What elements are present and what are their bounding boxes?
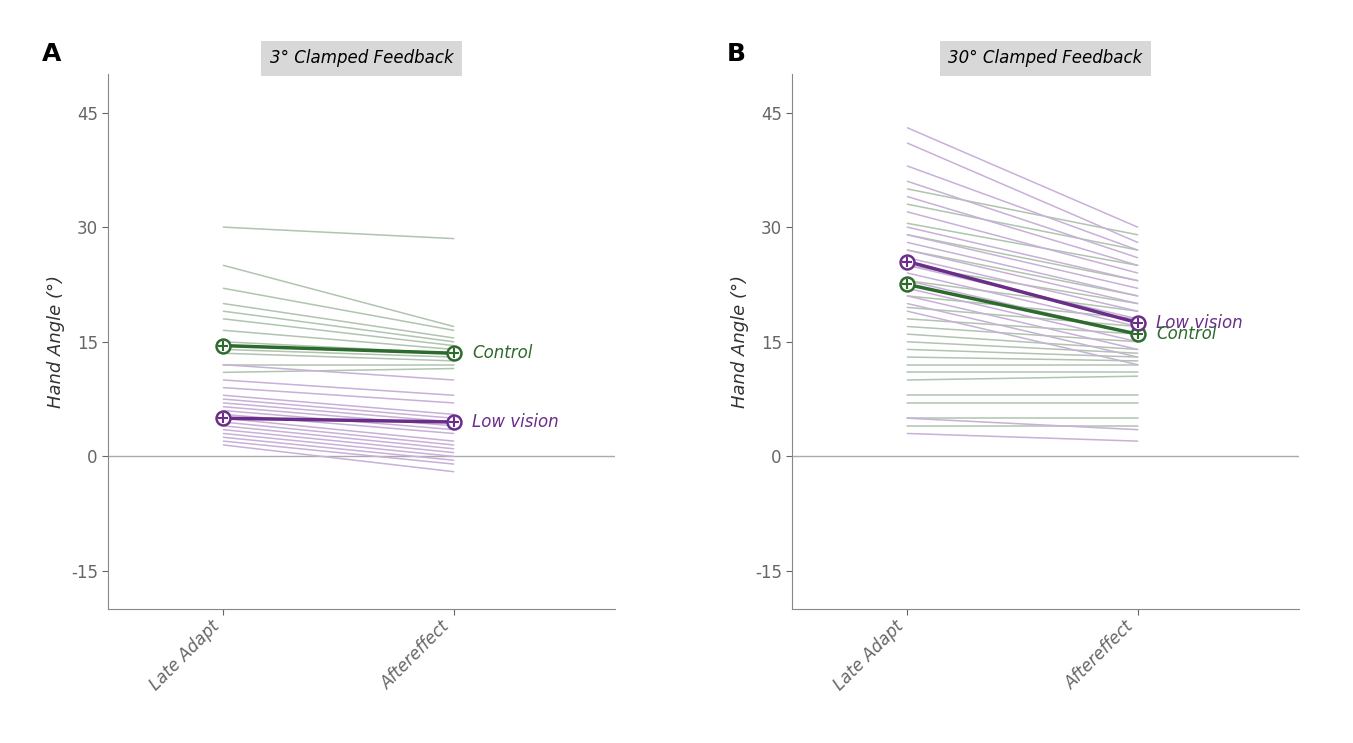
Text: Low vision: Low vision (1155, 314, 1242, 331)
Title: 30° Clamped Feedback: 30° Clamped Feedback (948, 49, 1143, 67)
Text: Control: Control (1155, 325, 1216, 343)
Text: B: B (727, 42, 746, 66)
Text: Control: Control (472, 344, 533, 363)
Y-axis label: Hand Angle (°): Hand Angle (°) (731, 275, 750, 409)
Text: Low vision: Low vision (472, 413, 559, 431)
Y-axis label: Hand Angle (°): Hand Angle (°) (47, 275, 65, 409)
Text: A: A (42, 42, 62, 66)
Title: 3° Clamped Feedback: 3° Clamped Feedback (269, 49, 453, 67)
